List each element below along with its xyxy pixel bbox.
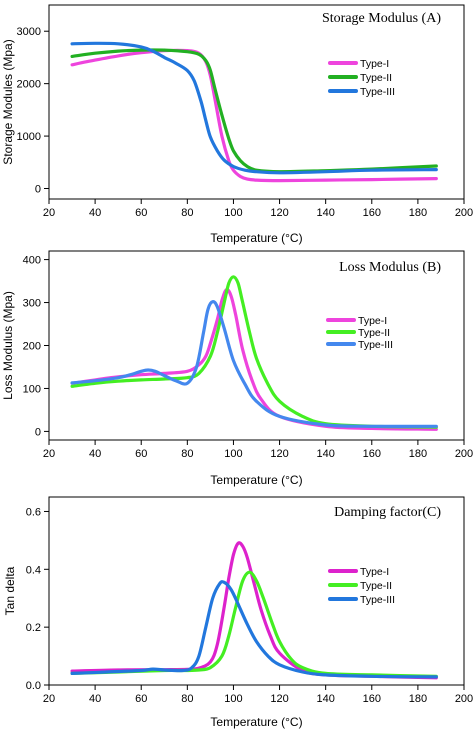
plot-area-frame (48, 496, 465, 686)
y-tick-label: 0.0 (26, 680, 41, 692)
y-tick-label: 3000 (17, 26, 41, 38)
series-line-type-i (70, 288, 438, 431)
x-tick-label: 140 (316, 207, 334, 219)
y-tick-label: 0 (35, 426, 41, 438)
x-tick-label: 140 (316, 448, 334, 460)
legend-label: Type-III (360, 86, 395, 98)
chart-panel-3: 20 40 60 80 100 120 140 160 180 200 0.0 0.2 0.4 0.6 Te… (3, 496, 473, 729)
y-tick-label: 0.2 (26, 622, 41, 634)
series-line-type-iii (70, 580, 438, 679)
y-tick-label: 400 (23, 255, 41, 267)
x-axis-label: Temperature (°C) (210, 715, 302, 729)
x-tick-label: 20 (43, 693, 55, 705)
legend-label: Type-I (360, 58, 389, 70)
y-tick-label: 0.4 (26, 564, 41, 576)
y-axis-label: Storage Modules (Mpa) (1, 39, 15, 164)
plot-area-frame (48, 4, 465, 200)
y-tick-label: 200 (23, 341, 41, 353)
chart-title: Storage Modulus (A) (322, 11, 441, 26)
x-axis-label: Temperature (°C) (210, 231, 302, 245)
legend: Type-I Type-II Type-III (328, 566, 395, 606)
x-tick-label: 180 (409, 448, 427, 460)
x-tick-label: 20 (43, 448, 55, 460)
x-tick-label: 20 (43, 207, 55, 219)
x-tick-label: 40 (89, 207, 101, 219)
y-tick-label: 100 (23, 383, 41, 395)
x-tick-label: 80 (181, 207, 193, 219)
chart-panel-1: 20 40 60 80 100 120 140 160 180 2000100020003000T… (1, 4, 473, 245)
y-tick-label: 1000 (17, 131, 41, 143)
chart-title: Loss Modulus (B) (339, 260, 441, 275)
legend: Type-I Type-II Type-III (328, 58, 395, 98)
legend-label: Type-II (360, 72, 392, 84)
y-tick-label: 300 (23, 298, 41, 310)
x-tick-label: 60 (135, 693, 147, 705)
x-axis-label: Temperature (°C) (210, 473, 302, 487)
series-line-type-iii (70, 300, 438, 428)
x-tick-label: 160 (363, 448, 381, 460)
legend-label: Type-II (360, 580, 392, 592)
x-tick-label: 60 (135, 448, 147, 460)
x-tick-label: 200 (455, 693, 473, 705)
y-axis-label: Tan delta (3, 566, 17, 615)
x-tick-label: 120 (270, 448, 288, 460)
x-tick-label: 160 (363, 693, 381, 705)
x-tick-label: 60 (135, 207, 147, 219)
y-tick-label: 2000 (17, 79, 41, 91)
legend-label: Type-I (358, 315, 387, 327)
y-axis-label: Loss Modulus (Mpa) (1, 291, 15, 400)
legend-label: Type-I (360, 566, 389, 578)
x-tick-label: 180 (409, 693, 427, 705)
chart-panel-2: 20 40 60 80 100 120 140 160 180 200 0 100 200 300 400 T… (1, 250, 473, 487)
x-tick-label: 200 (455, 448, 473, 460)
x-tick-label: 160 (363, 207, 381, 219)
plot-area-frame (48, 250, 465, 441)
series-line-type-iii (70, 41, 438, 175)
x-tick-label: 80 (181, 448, 193, 460)
chart-title: Damping factor(C) (334, 505, 441, 520)
x-tick-label: 80 (181, 693, 193, 705)
x-tick-label: 200 (455, 207, 473, 219)
x-tick-label: 120 (270, 207, 288, 219)
x-tick-label: 100 (224, 207, 242, 219)
x-tick-label: 100 (224, 448, 242, 460)
legend-label: Type-II (358, 327, 390, 339)
series-line-type-ii (70, 275, 438, 429)
x-tick-label: 140 (316, 693, 334, 705)
x-tick-label: 120 (270, 693, 288, 705)
series-line-type-i (70, 541, 438, 680)
x-tick-label: 40 (89, 693, 101, 705)
legend-label: Type-III (360, 594, 395, 606)
series-line-type-i (70, 48, 438, 183)
y-tick-label: 0 (35, 184, 41, 196)
y-tick-label: 0.6 (26, 506, 41, 518)
x-tick-label: 100 (224, 693, 242, 705)
x-tick-label: 180 (409, 207, 427, 219)
legend-label: Type-III (358, 339, 393, 351)
x-tick-label: 40 (89, 448, 101, 460)
